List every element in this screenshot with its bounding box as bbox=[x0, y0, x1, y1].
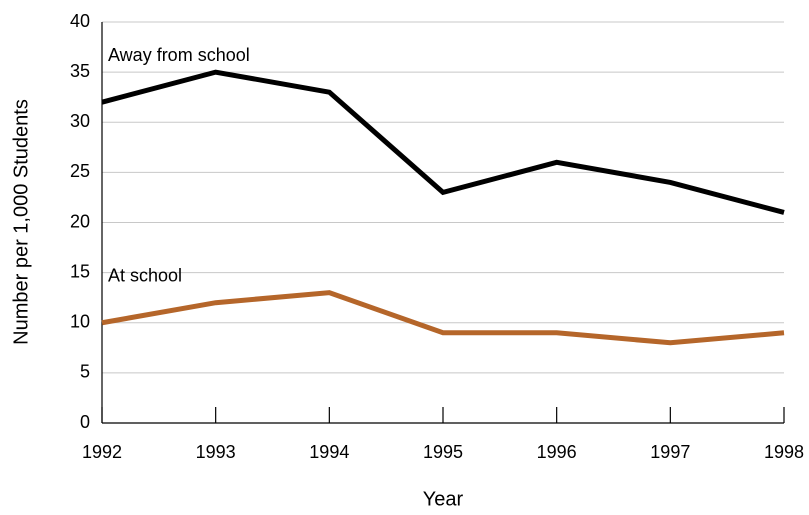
y-tick-label: 10 bbox=[70, 312, 90, 332]
y-axis-label: Number per 1,000 Students bbox=[10, 99, 32, 345]
x-tick-label: 1996 bbox=[537, 442, 577, 462]
x-tick-label: 1997 bbox=[650, 442, 690, 462]
y-tick-label: 5 bbox=[80, 362, 90, 382]
x-axis-label: Year bbox=[423, 488, 464, 510]
y-tick-label: 35 bbox=[70, 61, 90, 81]
series-line bbox=[101, 69, 785, 215]
y-tick-label: 0 bbox=[80, 412, 90, 432]
x-tick-label: 1992 bbox=[82, 442, 122, 462]
series-label: Away from school bbox=[108, 45, 250, 65]
x-tick-label: 1994 bbox=[309, 442, 349, 462]
y-tick-label: 20 bbox=[70, 211, 90, 231]
y-tick-label: 30 bbox=[70, 111, 90, 131]
x-tick-label: 1993 bbox=[196, 442, 236, 462]
series-label: At school bbox=[108, 266, 182, 286]
x-tick-label: 1995 bbox=[423, 442, 463, 462]
y-tick-label: 25 bbox=[70, 161, 90, 181]
y-tick-label: 15 bbox=[70, 261, 90, 281]
y-tick-label: 40 bbox=[70, 11, 90, 31]
series-line bbox=[101, 290, 785, 346]
x-tick-label: 1998 bbox=[764, 442, 804, 462]
